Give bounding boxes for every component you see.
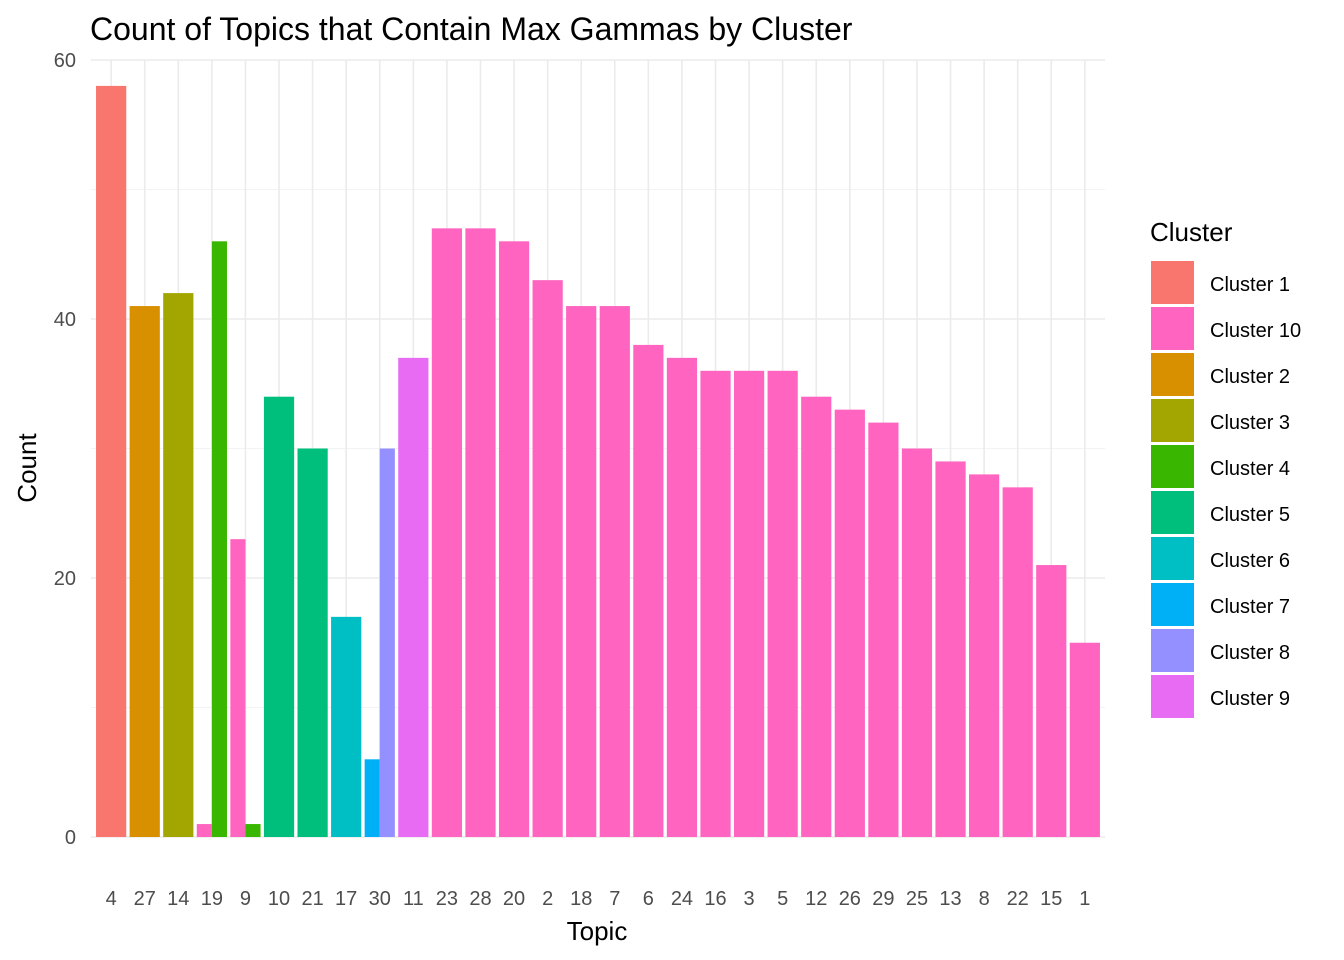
bar-topic-14 xyxy=(163,293,194,838)
x-tick-label: 5 xyxy=(777,888,788,910)
y-tick-label: 60 xyxy=(54,50,76,72)
x-tick-label: 20 xyxy=(503,888,525,910)
bar-topic-11 xyxy=(398,357,429,837)
x-tick-label: 28 xyxy=(469,888,491,910)
y-axis-ticks: 0 20 40 60 xyxy=(54,50,76,849)
x-tick-label: 3 xyxy=(744,888,755,910)
x-tick-label: 18 xyxy=(570,888,592,910)
legend-label: Cluster 2 xyxy=(1210,366,1290,388)
legend-label: Cluster 1 xyxy=(1210,274,1290,296)
bar-topic-8 xyxy=(969,474,1000,837)
x-tick-label: 6 xyxy=(643,888,654,910)
bar-topic-2 xyxy=(532,280,563,837)
bar-topic-12 xyxy=(801,396,832,837)
legend-label: Cluster 4 xyxy=(1210,458,1290,480)
x-tick-label: 30 xyxy=(369,888,391,910)
x-tick-label: 29 xyxy=(872,888,894,910)
x-tick-label: 16 xyxy=(704,888,726,910)
x-tick-label: 27 xyxy=(134,888,156,910)
x-tick-label: 8 xyxy=(979,888,990,910)
legend-swatch xyxy=(1151,629,1194,672)
bar-topic-24 xyxy=(666,357,698,837)
x-tick-label: 15 xyxy=(1040,888,1062,910)
x-tick-label: 17 xyxy=(335,888,357,910)
bar-topic-4 xyxy=(96,85,127,837)
x-tick-label: 21 xyxy=(301,888,323,910)
x-tick-label: 10 xyxy=(268,888,290,910)
chart-title: Count of Topics that Contain Max Gammas … xyxy=(90,11,853,47)
legend-swatch xyxy=(1151,491,1194,534)
legend-swatch xyxy=(1151,261,1194,304)
x-tick-label: 4 xyxy=(106,888,117,910)
x-tick-label: 26 xyxy=(839,888,861,910)
x-tick-label: 24 xyxy=(671,888,693,910)
bar-topic-27 xyxy=(129,306,160,837)
legend-label: Cluster 7 xyxy=(1210,596,1290,618)
y-tick-label: 20 xyxy=(54,568,76,590)
x-tick-label: 23 xyxy=(436,888,458,910)
bar-topic-30 xyxy=(379,448,395,837)
bar-topic-17 xyxy=(331,616,362,837)
x-tick-label: 9 xyxy=(240,888,251,910)
bars xyxy=(96,85,1100,838)
bar-topic-10 xyxy=(263,396,295,837)
bar-topic-25 xyxy=(901,448,933,837)
legend: Cluster Cluster 1 Cluster 10 Cluster 2 Clus… xyxy=(1150,217,1301,718)
bar-topic-23 xyxy=(431,228,463,838)
y-axis-title: Count xyxy=(12,433,42,503)
legend-label: Cluster 8 xyxy=(1210,642,1290,664)
x-tick-label: 25 xyxy=(906,888,928,910)
x-tick-label: 11 xyxy=(403,888,424,910)
bar-topic-6 xyxy=(633,344,664,837)
bar-topic-9 xyxy=(230,539,246,837)
bar-topic-21 xyxy=(297,448,328,837)
bar-topic-26 xyxy=(834,409,865,837)
bar-topic-9 xyxy=(245,824,261,837)
legend-label: Cluster 6 xyxy=(1210,550,1290,572)
x-tick-label: 7 xyxy=(609,888,620,910)
bar-topic-20 xyxy=(498,241,530,838)
bar-topic-16 xyxy=(700,370,731,837)
y-tick-label: 0 xyxy=(65,827,76,849)
bar-topic-13 xyxy=(935,461,966,837)
legend-label: Cluster 5 xyxy=(1210,504,1290,526)
legend-swatch xyxy=(1151,399,1194,442)
bar-topic-15 xyxy=(1036,565,1067,837)
bar-topic-28 xyxy=(465,228,496,838)
y-tick-label: 40 xyxy=(54,309,76,331)
x-tick-label: 14 xyxy=(167,888,189,910)
x-axis-title: Topic xyxy=(567,916,628,946)
legend-label: Cluster 9 xyxy=(1210,688,1290,710)
bar-topic-19 xyxy=(196,824,212,837)
x-tick-label: 22 xyxy=(1007,888,1029,910)
bar-topic-22 xyxy=(1002,487,1033,837)
bar-topic-5 xyxy=(767,370,798,837)
bar-topic-3 xyxy=(733,370,765,837)
legend-swatch xyxy=(1151,353,1194,396)
legend-label: Cluster 10 xyxy=(1210,320,1301,342)
legend-title: Cluster xyxy=(1150,217,1233,247)
x-tick-label: 2 xyxy=(542,888,553,910)
bar-topic-7 xyxy=(599,306,630,837)
legend-swatch xyxy=(1151,445,1194,488)
bar-topic-18 xyxy=(566,306,597,837)
x-tick-label: 12 xyxy=(805,888,827,910)
bar-topic-19 xyxy=(211,241,227,838)
legend-swatch xyxy=(1151,307,1194,350)
bar-topic-1 xyxy=(1069,642,1100,837)
legend-swatch xyxy=(1151,537,1194,580)
legend-label: Cluster 3 xyxy=(1210,412,1290,434)
x-axis-ticks: 4 27 14 19 9 10 21 17 30 11 23 28 20 2 18 7 6 24 16 3 5 12 26 2… xyxy=(106,888,1091,910)
x-tick-label: 13 xyxy=(939,888,961,910)
bar-topic-29 xyxy=(868,422,899,837)
legend-swatch xyxy=(1151,675,1194,718)
bar-topic-30 xyxy=(364,759,380,837)
x-tick-label: 19 xyxy=(201,888,223,910)
x-tick-label: 1 xyxy=(1079,888,1090,910)
legend-swatch xyxy=(1151,583,1194,626)
